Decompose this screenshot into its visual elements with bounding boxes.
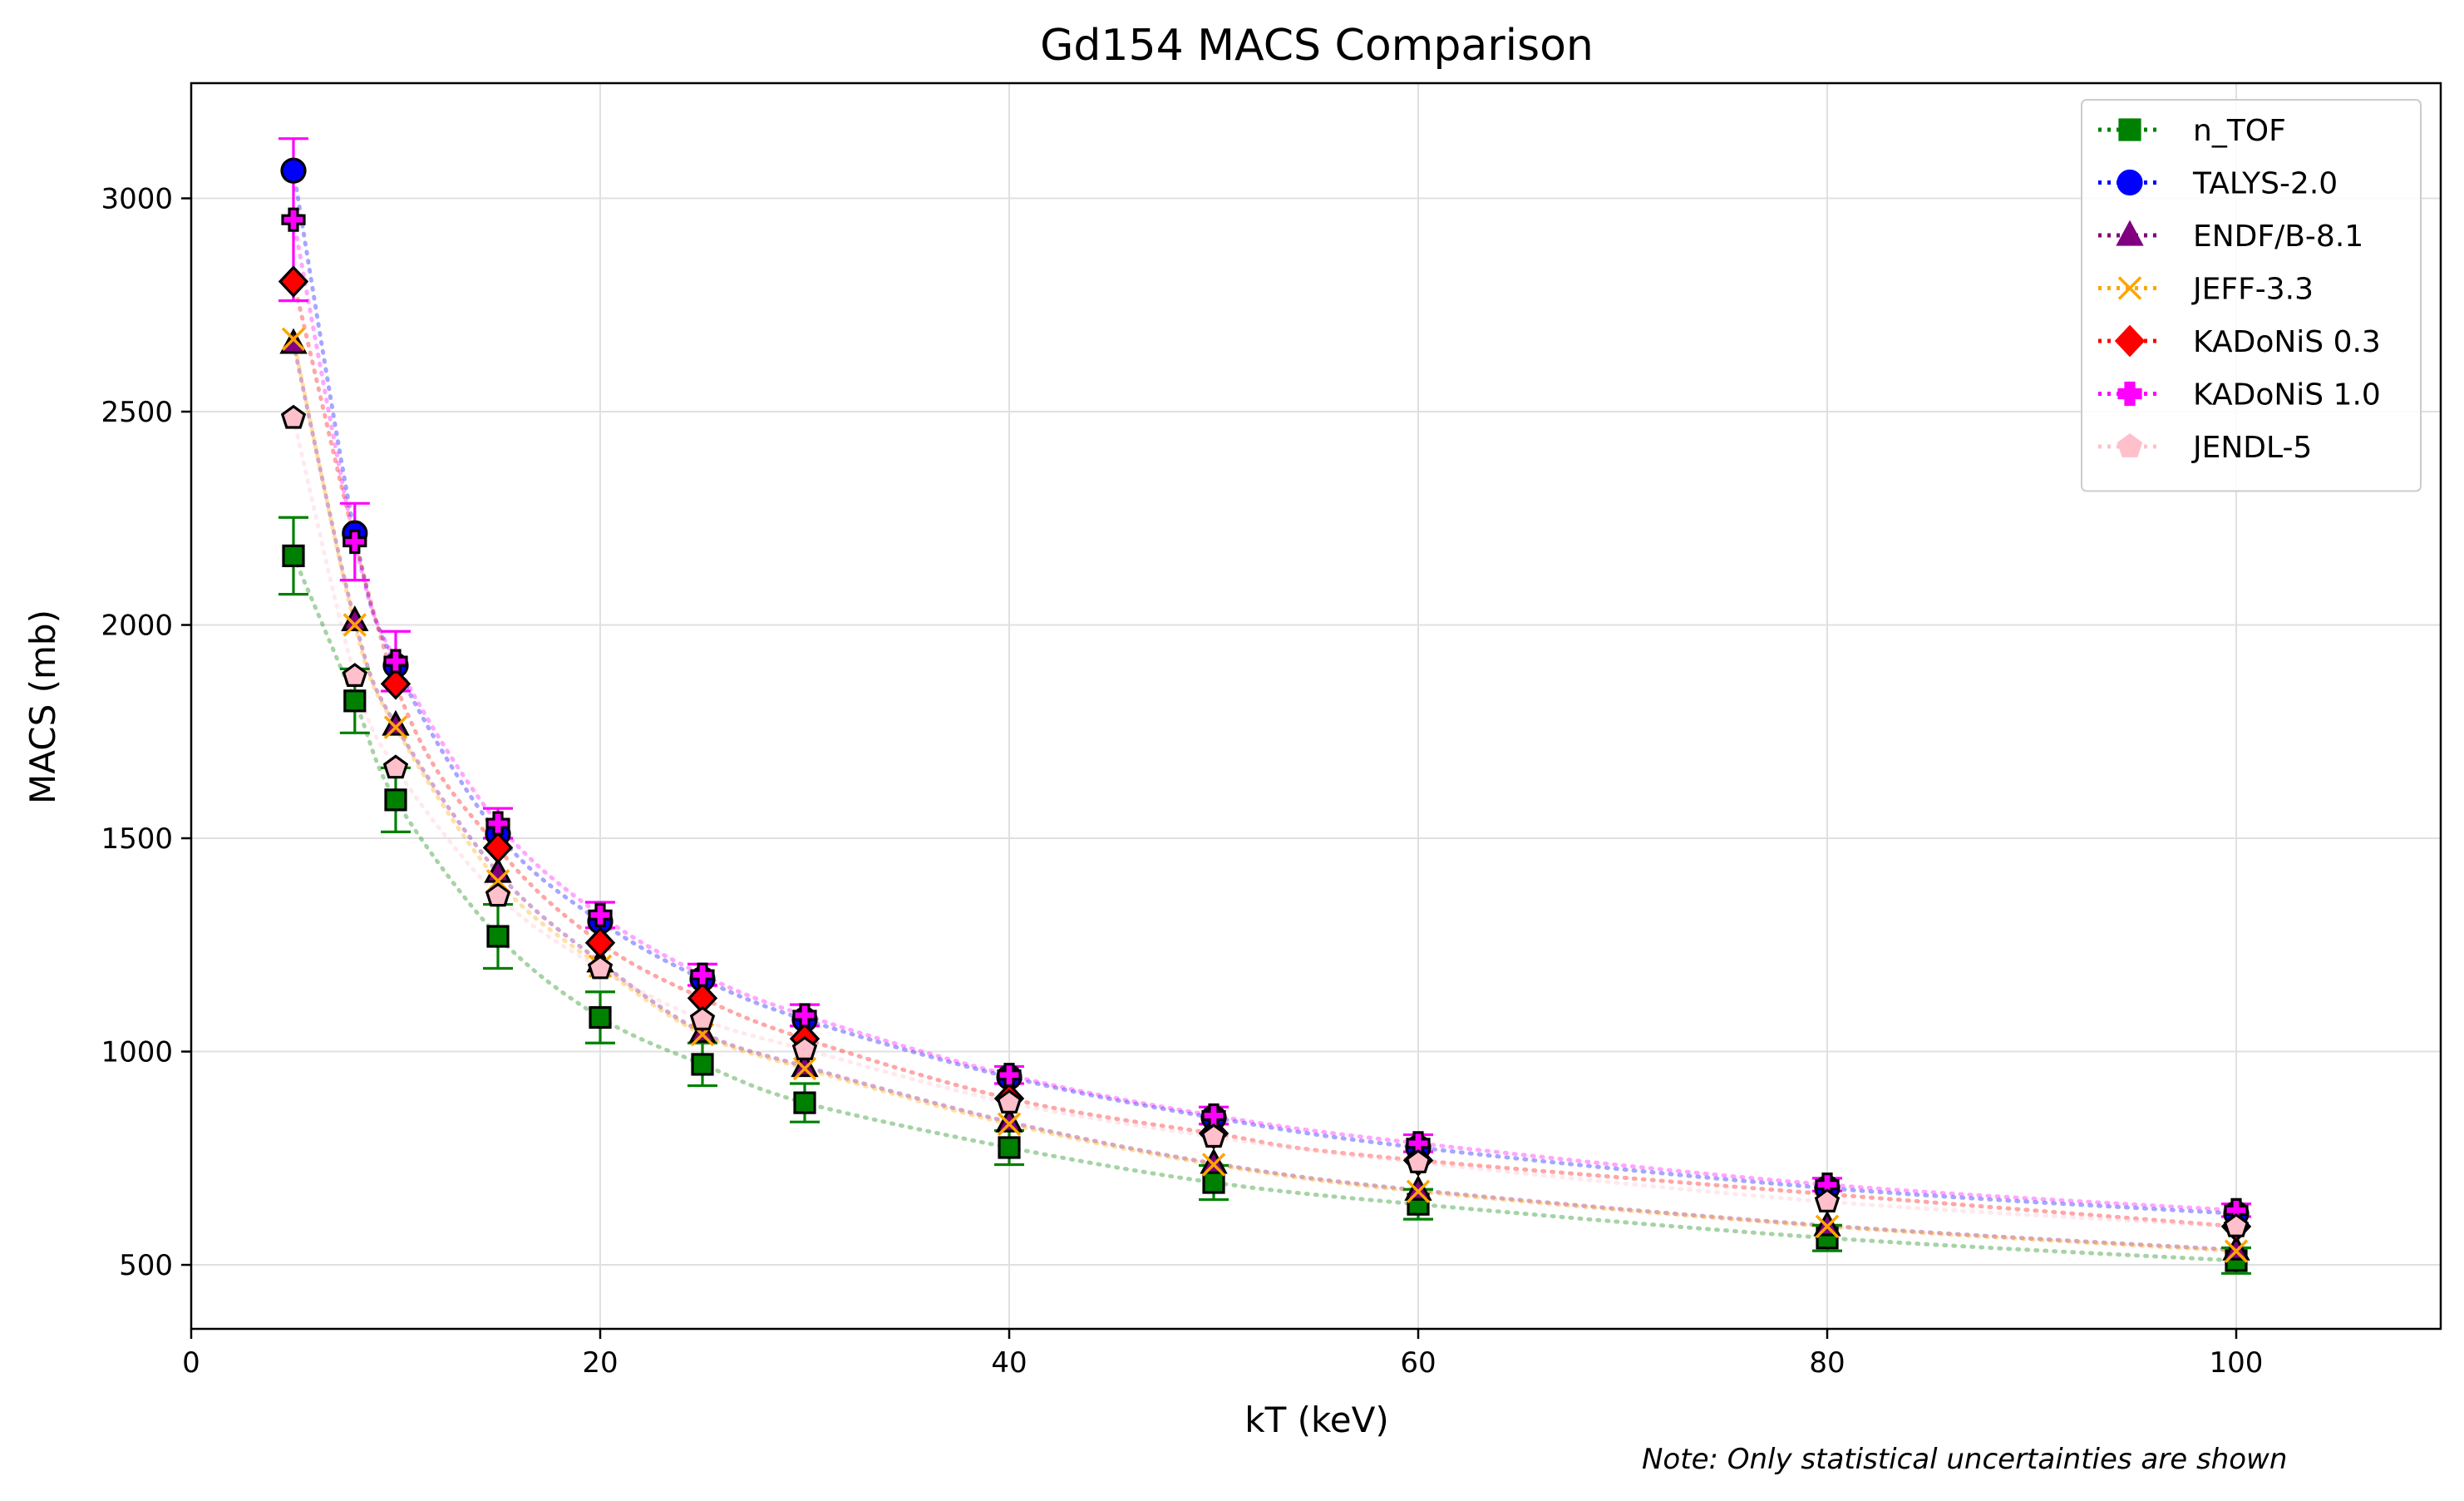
- marker-n-tof-3: [486, 925, 510, 948]
- marker-jendl-5-9: [1405, 1148, 1432, 1173]
- marker-jeff-3-3-10: [1815, 1214, 1840, 1239]
- marker-jeff-3-3-8: [1201, 1153, 1226, 1177]
- y-tick-label-2: 1500: [101, 822, 173, 856]
- marker-n-tof-7: [998, 1136, 1021, 1159]
- marker-jendl-5-1: [342, 663, 367, 688]
- legend-item-n-tof: n_TOF: [2098, 114, 2286, 148]
- y-axis-label: MACS (mb): [22, 610, 63, 804]
- marker-jendl-5-0: [280, 404, 307, 429]
- x-axis-label: kT (keV): [1244, 1400, 1389, 1440]
- legend-label-talys-2-0: TALYS-2.0: [2192, 167, 2338, 201]
- marker-jeff-3-3-1: [342, 613, 367, 637]
- x-tick-label-1: 20: [582, 1346, 618, 1380]
- x-tick-label-5: 100: [2210, 1346, 2264, 1380]
- legend-item-jeff-3-3: JEFF-3.3: [2098, 273, 2314, 307]
- marker-kadonis-1-0-0: [281, 207, 306, 232]
- x-tick-label-2: 40: [991, 1346, 1027, 1380]
- legend-item-kadonis-1-0: KADoNiS 1.0: [2098, 378, 2381, 412]
- marker-kadonis-0-3-1: [380, 667, 411, 700]
- grid-lines: [190, 83, 2441, 1329]
- marker-jeff-3-3-6: [792, 1056, 817, 1081]
- legend-marker-kadonis-1-0: [2117, 381, 2142, 407]
- series-line-kadonis-1-0: [291, 217, 2239, 1212]
- y-tick-label-4: 2500: [101, 396, 173, 429]
- legend-label-n-tof: n_TOF: [2193, 114, 2286, 148]
- legend-marker-endf-b-8-1: [2116, 220, 2144, 246]
- marker-n-tof-2: [384, 788, 407, 812]
- marker-n-tof-8: [1202, 1171, 1225, 1194]
- legend-marker-jeff-3-3: [2117, 276, 2142, 300]
- legend-label-endf-b-8-1: ENDF/B-8.1: [2193, 220, 2363, 254]
- data-markers: [278, 157, 2252, 1272]
- marker-n-tof-6: [793, 1091, 816, 1114]
- marker-kadonis-0-3-2: [482, 831, 514, 864]
- legend-item-kadonis-0-3: KADoNiS 0.3: [2098, 324, 2381, 359]
- marker-endf-b-8-1-8: [1200, 1148, 1228, 1174]
- marker-kadonis-1-0-1: [342, 529, 367, 555]
- marker-jendl-5-11: [2223, 1212, 2250, 1237]
- marker-kadonis-1-0-2: [383, 649, 408, 674]
- y-tick-label-3: 2000: [101, 610, 173, 643]
- marker-jeff-3-3-9: [1406, 1179, 1431, 1204]
- legend-marker-kadonis-0-3: [2114, 324, 2146, 358]
- marker-kadonis-1-0-7: [997, 1063, 1022, 1088]
- marker-jeff-3-3-0: [281, 327, 306, 352]
- marker-jendl-5-5: [689, 1006, 716, 1031]
- marker-jendl-5-8: [1200, 1123, 1227, 1148]
- legend-item-endf-b-8-1: ENDF/B-8.1: [2098, 220, 2363, 254]
- x-tick-label-0: 0: [182, 1346, 200, 1380]
- marker-kadonis-1-0-3: [485, 811, 510, 836]
- marker-n-tof-0: [282, 544, 305, 568]
- marker-jendl-5-4: [587, 955, 614, 980]
- y-tick-label-5: 3000: [101, 183, 173, 216]
- marker-jendl-5-10: [1814, 1188, 1841, 1213]
- marker-n-tof-5: [691, 1053, 714, 1076]
- marker-endf-b-8-1-9: [1404, 1174, 1432, 1201]
- y-axis-ticks: 500 1000 1500 2000 2500 3000: [101, 183, 191, 1282]
- marker-jeff-3-3-7: [997, 1112, 1022, 1136]
- marker-endf-b-8-1-10: [1813, 1210, 1841, 1237]
- chart-title: Gd154 MACS Comparison: [1040, 21, 1594, 71]
- y-tick-label-1: 1000: [101, 1036, 173, 1069]
- x-axis-ticks: 0 20 40 60 80 100: [182, 1329, 2263, 1380]
- series-line-jeff-3-3: [291, 337, 2239, 1254]
- legend-label-jendl-5: JENDL-5: [2191, 431, 2312, 465]
- series-line-endf-b-8-1: [291, 341, 2239, 1252]
- marker-jeff-3-3-2: [383, 715, 408, 739]
- marker-jendl-5-3: [485, 882, 511, 907]
- legend-marker-n-tof: [2118, 118, 2141, 141]
- x-tick-label-3: 60: [1400, 1346, 1436, 1380]
- legend: n_TOF TALYS-2.0 ENDF/B-8.1 JEFF-3.3 KADoNiS …: [2081, 99, 2422, 492]
- y-tick-label-0: 500: [119, 1249, 173, 1282]
- legend-marker-jendl-5: [2117, 433, 2143, 457]
- marker-talys-2-0-0: [280, 157, 307, 184]
- plot-frame: [190, 81, 2442, 1331]
- x-tick-label-4: 80: [1809, 1346, 1845, 1380]
- legend-frame: [2081, 99, 2422, 492]
- legend-marker-talys-2-0: [2117, 169, 2143, 196]
- marker-jendl-5-6: [791, 1036, 818, 1060]
- legend-label-jeff-3-3: JEFF-3.3: [2191, 273, 2314, 307]
- legend-label-kadonis-1-0: KADoNiS 1.0: [2193, 378, 2381, 412]
- marker-kadonis-1-0-8: [1201, 1103, 1226, 1128]
- marker-kadonis-1-0-5: [690, 962, 715, 987]
- marker-kadonis-0-3-0: [278, 265, 309, 298]
- uncertainty-note: Note: Only statistical uncertainties are…: [1642, 1443, 2288, 1476]
- legend-label-kadonis-0-3: KADoNiS 0.3: [2193, 325, 2381, 359]
- marker-kadonis-1-0-4: [588, 902, 613, 927]
- marker-kadonis-1-0-6: [792, 1003, 817, 1028]
- marker-endf-b-8-1-0: [279, 328, 308, 354]
- marker-jeff-3-3-11: [2224, 1239, 2249, 1263]
- series-line-kadonis-0-3: [291, 279, 2239, 1229]
- legend-item-talys-2-0: TALYS-2.0: [2098, 167, 2338, 201]
- marker-jendl-5-2: [382, 754, 409, 779]
- marker-n-tof-4: [589, 1005, 612, 1029]
- marker-n-tof-1: [343, 689, 367, 713]
- marker-jendl-5-7: [996, 1089, 1023, 1114]
- legend-item-jendl-5: JENDL-5: [2098, 431, 2312, 465]
- marker-endf-b-8-1-11: [2222, 1234, 2250, 1261]
